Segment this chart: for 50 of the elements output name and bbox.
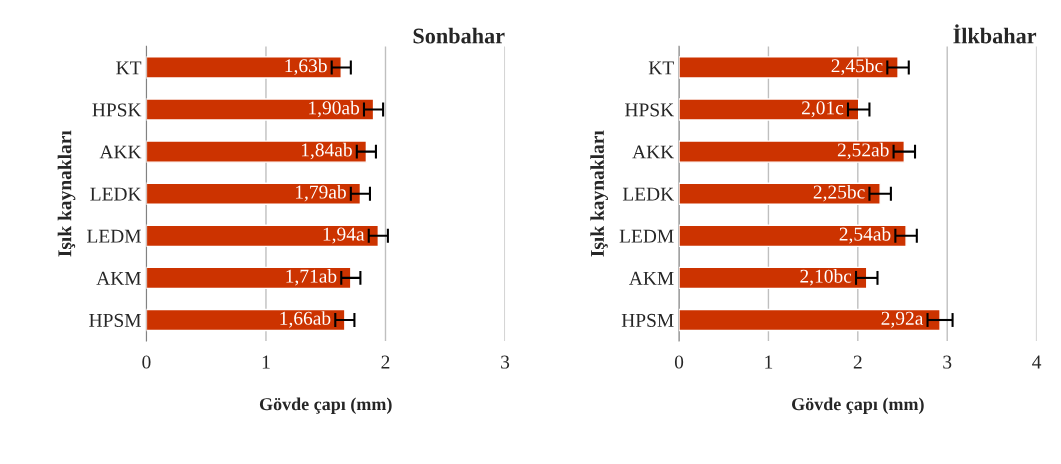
x-tick-label: 1 [262,355,270,369]
y-axis-title: Işık kaynakları [57,130,76,257]
y-tick-label: HPSK [92,103,142,117]
data-label: 2,92a [881,311,924,328]
x-tick-label: 0 [142,355,151,369]
bar [679,224,907,248]
data-label: 2,45bc [831,58,883,76]
y-tick-label: LEDM [87,229,141,243]
x-tick-label: 2 [381,355,390,369]
y-tick-label: LEDK [90,187,142,201]
data-label: 1,63b [285,58,327,76]
x-axis-title: Gövde çapı (mm) [792,397,924,414]
bar [679,98,860,121]
data-label: 1,94a [323,227,365,244]
y-tick-label: LEDK [622,187,674,201]
y-tick-label: KT [116,61,142,75]
y-tick-label: AKK [632,145,674,159]
x-axis-title: Gövde çapı (mm) [259,397,392,414]
data-label: 1,66ab [280,311,331,328]
x-tick-label: 1 [765,355,773,369]
chart-title: İlkbahar [953,24,1037,44]
bar [679,266,868,290]
x-tick-label: 3 [501,355,510,369]
data-label: 1,84ab [301,142,352,160]
y-tick-label: AKK [99,145,142,159]
y-tick-label: HPSM [621,313,674,327]
bar [679,182,881,205]
y-tick-label: LEDM [619,229,674,243]
y-tick-label: AKM [628,271,674,285]
y-tick-label: HPSK [625,103,674,117]
y-tick-label: KT [648,61,674,75]
data-label: 2,52ab [837,142,889,160]
y-tick-label: AKM [96,271,141,285]
y-tick-label: HPSM [89,313,141,327]
bar [679,140,905,163]
data-label: 2,10bc [800,269,852,286]
x-tick-label: 4 [1032,355,1042,369]
data-label: 1,90ab [309,100,360,118]
y-axis-title: Işık kaynakları [590,130,608,257]
x-tick-label: 0 [674,355,684,369]
x-tick-label: 3 [943,355,952,369]
bar [679,56,899,79]
data-label: 2,25bc [813,184,865,202]
data-label: 1,79ab [295,184,346,202]
bar [679,308,941,332]
x-tick-label: 2 [853,355,862,369]
data-label: 1,71ab [286,269,337,286]
data-label: 2,54ab [839,226,891,244]
data-label: 2,01c [802,101,844,118]
chart-title: Sonbahar [413,27,505,44]
